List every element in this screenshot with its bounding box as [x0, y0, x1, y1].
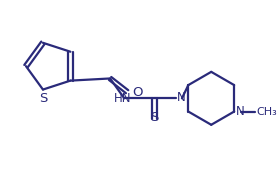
Text: S: S — [150, 111, 159, 124]
Text: O: O — [132, 86, 142, 99]
Text: S: S — [39, 92, 47, 105]
Text: CH₃: CH₃ — [257, 107, 277, 117]
Text: N: N — [177, 91, 186, 104]
Text: HN: HN — [114, 92, 131, 105]
Text: N: N — [236, 105, 245, 118]
